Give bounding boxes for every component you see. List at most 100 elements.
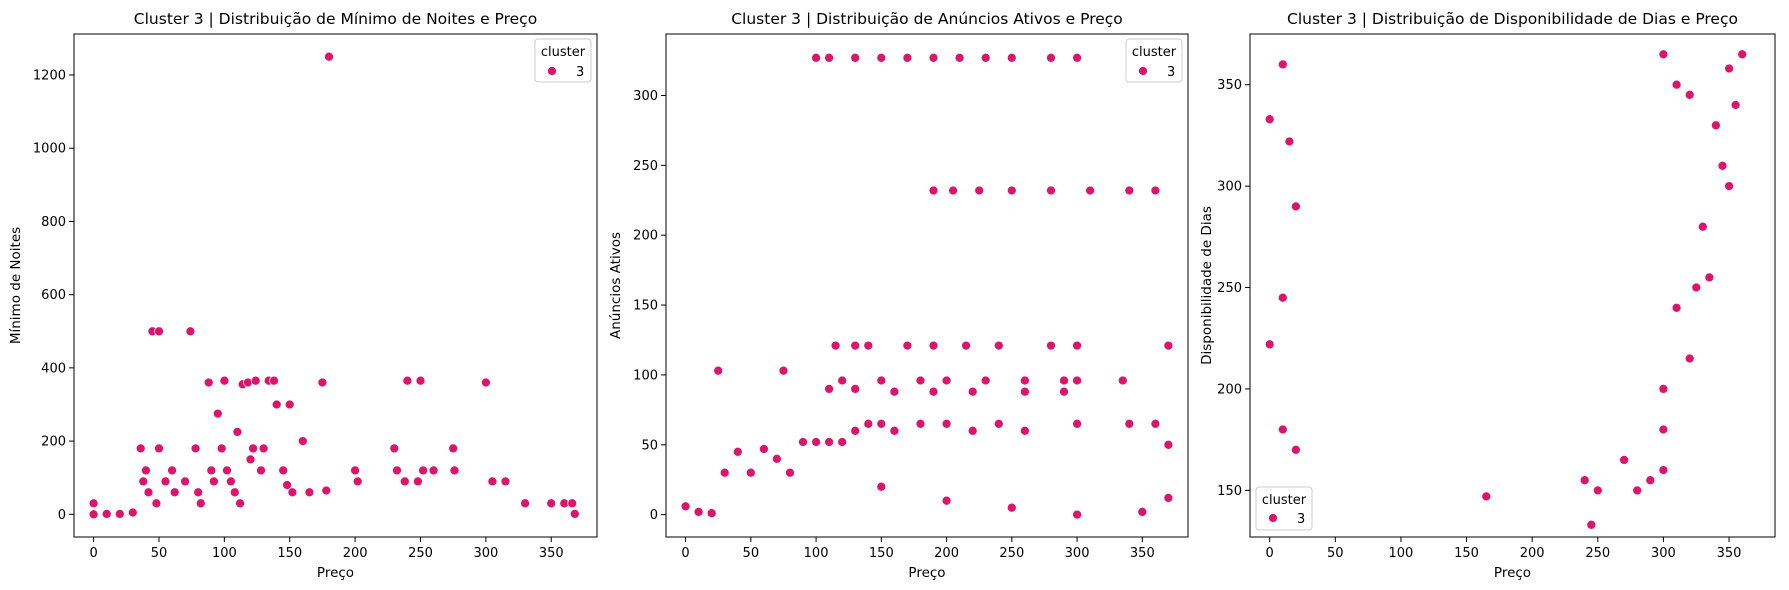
data-point	[824, 52, 834, 63]
data-point	[1658, 49, 1669, 60]
points-1	[88, 51, 580, 520]
data-point	[1020, 425, 1030, 436]
data-point	[1291, 444, 1301, 455]
data-point	[915, 375, 926, 386]
data-point	[1264, 339, 1275, 350]
x-tick-label: 0	[89, 546, 97, 561]
data-point	[321, 485, 332, 496]
data-point	[180, 476, 190, 487]
data-point	[271, 399, 282, 410]
data-point	[1481, 491, 1492, 502]
data-point	[732, 446, 743, 457]
legend-marker-3	[1268, 513, 1278, 523]
data-point	[500, 476, 511, 487]
data-point	[1046, 52, 1056, 63]
x-tick-label: 200	[1520, 546, 1545, 561]
x-tick-label: 0	[681, 546, 689, 561]
data-point	[151, 498, 162, 509]
x-tick-label: 50	[1327, 546, 1344, 561]
x-axis-label-1: Preço	[317, 565, 354, 581]
data-point	[680, 501, 691, 512]
data-point	[1684, 353, 1695, 364]
plot-frame-3	[1249, 33, 1776, 538]
y-axis-label-3: Disponibilidade de Dias	[1199, 206, 1215, 365]
y-tick-label: 200	[1217, 382, 1242, 397]
data-point	[876, 375, 887, 386]
data-point	[928, 52, 939, 63]
data-point	[402, 375, 413, 386]
chart-title-3: Cluster 3 | Distribuição de Disponibilid…	[1287, 10, 1738, 28]
data-point	[928, 340, 939, 351]
legend-label-1: 3	[576, 65, 584, 80]
data-point	[169, 487, 180, 498]
x-ticks-1: 0 50 100 150 200 250 300 350	[89, 537, 564, 561]
points-2	[680, 52, 1174, 520]
data-point	[863, 418, 874, 429]
data-point	[1006, 52, 1017, 63]
data-point	[902, 52, 913, 63]
data-point	[229, 487, 240, 498]
x-tick-label: 250	[999, 546, 1024, 561]
data-point	[154, 443, 164, 454]
data-point	[269, 375, 279, 386]
data-point	[1697, 221, 1708, 232]
data-point	[258, 443, 269, 454]
data-point	[785, 467, 795, 478]
data-point	[324, 51, 334, 62]
y-tick-label: 50	[641, 438, 658, 453]
data-point	[1020, 375, 1030, 386]
data-point	[203, 377, 214, 388]
data-point	[216, 443, 227, 454]
data-point	[428, 465, 439, 476]
data-point	[1072, 375, 1082, 386]
y-tick-label: 0	[650, 508, 658, 523]
data-point	[719, 467, 730, 478]
data-point	[993, 418, 1004, 429]
y-ticks-2: 0 50 100 150 200 250 300	[633, 89, 666, 523]
x-tick-label: 50	[151, 546, 168, 561]
plot-frame-2	[665, 33, 1189, 538]
data-point	[824, 384, 834, 394]
y-tick-label: 300	[1217, 180, 1242, 195]
y-ticks-1: 0 200 400 600 800 1000 1200	[33, 69, 74, 523]
data-point	[141, 465, 151, 476]
data-point	[222, 465, 232, 476]
data-point	[811, 52, 821, 63]
data-point	[889, 425, 900, 436]
data-point	[1085, 185, 1095, 196]
data-point	[212, 408, 223, 419]
y-tick-label: 1000	[33, 142, 66, 157]
legend-label-3: 3	[1297, 512, 1305, 527]
data-point	[1137, 507, 1148, 517]
data-point	[1632, 485, 1643, 496]
data-point	[941, 375, 952, 386]
panel-2: Cluster 3 | Distribuição de Anúncios Ati…	[608, 10, 1189, 581]
y-tick-label: 300	[633, 89, 658, 104]
data-point	[759, 444, 769, 454]
x-tick-label: 100	[804, 546, 829, 561]
data-point	[232, 427, 243, 437]
data-point	[837, 437, 848, 447]
data-point	[876, 52, 887, 63]
x-tick-label: 150	[1454, 546, 1479, 561]
x-tick-label: 350	[1130, 546, 1155, 561]
x-tick-label: 0	[1266, 546, 1274, 561]
panel-1: Cluster 3 | Distribuição de Mínimo de No…	[8, 10, 598, 581]
data-point	[317, 377, 328, 388]
data-point	[1691, 282, 1702, 293]
data-point	[1284, 136, 1295, 147]
data-point	[928, 386, 939, 397]
data-point	[256, 465, 266, 476]
data-point	[1117, 375, 1128, 386]
data-point	[1579, 475, 1590, 486]
data-point	[1658, 424, 1669, 435]
data-point	[567, 498, 578, 509]
data-point	[1072, 52, 1082, 63]
data-point	[1163, 439, 1174, 450]
data-point	[287, 487, 298, 498]
data-point	[135, 443, 146, 454]
data-point	[546, 498, 557, 509]
y-tick-label: 400	[41, 361, 66, 376]
legend-marker-2	[1138, 66, 1148, 76]
data-point	[1277, 292, 1288, 303]
